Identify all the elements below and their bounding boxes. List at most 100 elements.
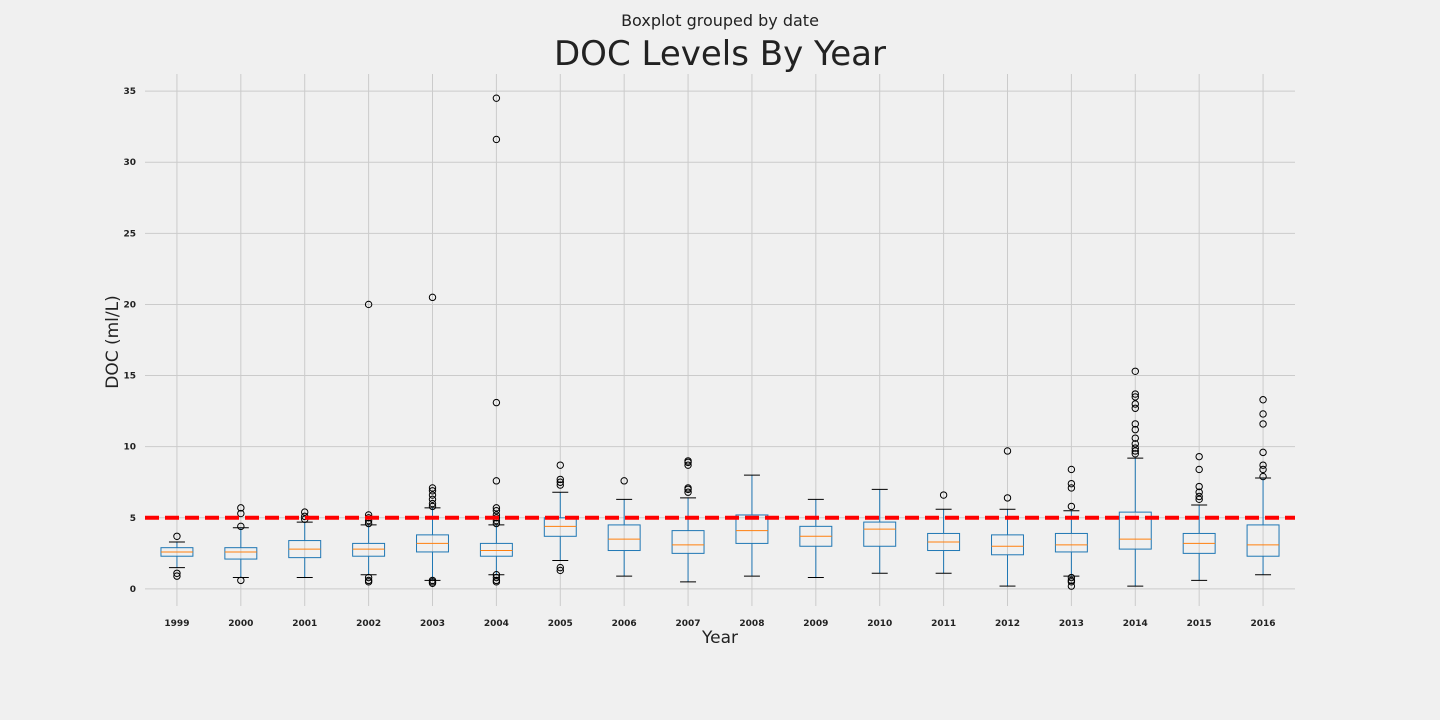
outlier-point — [556, 481, 564, 489]
y-tick-label: 5 — [130, 514, 136, 524]
x-tick-label: 2011 — [931, 619, 956, 629]
outlier-point — [364, 578, 373, 586]
outlier-point — [492, 571, 501, 579]
outlier-point — [1067, 573, 1076, 582]
y-tick-label: 20 — [123, 300, 136, 310]
outlier-point — [1195, 495, 1203, 504]
outlier-point — [364, 300, 373, 309]
outlier-point — [1067, 484, 1076, 492]
outlier-point — [556, 566, 564, 575]
x-tick-label: 2010 — [867, 619, 892, 629]
boxes — [160, 94, 1280, 590]
iqr-box — [479, 542, 513, 557]
outlier-point — [428, 579, 437, 587]
box-2006 — [607, 477, 641, 577]
outlier-point — [1131, 420, 1139, 428]
outlier-point — [1003, 447, 1012, 455]
box-2000 — [224, 504, 258, 585]
x-axis-label: Year — [701, 628, 738, 648]
box-2015 — [1182, 452, 1216, 581]
outlier-point — [1259, 448, 1267, 457]
y-tick-label: 35 — [123, 87, 136, 97]
outlier-point — [1195, 482, 1203, 491]
y-tick-label: 25 — [123, 229, 136, 239]
box-2008 — [735, 474, 769, 577]
x-tick-label: 1999 — [164, 619, 189, 629]
x-tick-label: 2016 — [1251, 619, 1276, 629]
outlier-point — [1131, 447, 1139, 455]
outlier-point — [1067, 479, 1076, 488]
y-tick-label: 10 — [123, 443, 136, 453]
x-tick-label: 2004 — [484, 619, 509, 629]
box-2005 — [543, 461, 577, 575]
x-tick-label: 2014 — [1123, 619, 1148, 629]
outlier-point — [428, 491, 437, 499]
outlier-point — [556, 461, 564, 469]
outlier-point — [364, 573, 373, 582]
outlier-point — [1067, 578, 1076, 586]
outlier-point — [1131, 390, 1139, 398]
iqr-box — [607, 524, 641, 552]
iqr-box — [735, 514, 769, 544]
x-tick-label: 2009 — [803, 619, 828, 629]
outlier-point — [428, 499, 437, 508]
box-2013 — [1054, 465, 1088, 590]
iqr-box — [1118, 511, 1152, 550]
box-2009 — [799, 498, 833, 579]
outlier-point — [1259, 461, 1267, 469]
outlier-point — [684, 484, 692, 492]
outlier-point — [556, 478, 564, 486]
box-2010 — [863, 488, 897, 574]
iqr-box — [1054, 532, 1088, 553]
outlier-point — [237, 504, 245, 512]
outlier-point — [428, 293, 437, 302]
outlier-point — [556, 563, 564, 572]
outlier-point — [1067, 465, 1076, 474]
chart-suptitle: Boxplot grouped by date — [621, 11, 819, 30]
outlier-point — [173, 569, 181, 577]
outlier-point — [428, 502, 437, 511]
outlier-point — [1131, 367, 1139, 375]
box-2014 — [1118, 367, 1152, 587]
outlier-point — [492, 506, 501, 515]
y-tick-label: 15 — [123, 372, 136, 382]
outlier-point — [1131, 450, 1139, 458]
outlier-point — [1131, 434, 1139, 442]
outlier-point — [1067, 502, 1076, 511]
box-2003 — [416, 293, 449, 587]
box-2016 — [1246, 396, 1280, 576]
x-axis-ticks: 1999 2000 2001 2002 2003 2004 2005 2006 2007 2008… — [164, 619, 1275, 629]
iqr-box — [224, 547, 258, 560]
x-tick-label: 2005 — [548, 619, 573, 629]
x-tick-label: 2000 — [228, 619, 253, 629]
outlier-point — [492, 135, 501, 144]
outlier-point — [301, 508, 309, 516]
iqr-box — [991, 534, 1024, 556]
outlier-point — [173, 572, 181, 580]
x-tick-label: 2012 — [995, 619, 1020, 629]
outlier-point — [237, 509, 245, 518]
box-2011 — [927, 491, 961, 574]
y-tick-label: 30 — [123, 158, 136, 168]
outlier-point — [428, 484, 437, 492]
outlier-point — [684, 488, 692, 496]
outlier-point — [237, 522, 245, 531]
box-2002 — [352, 300, 386, 586]
outlier-point — [428, 495, 437, 504]
outlier-point — [1259, 420, 1267, 428]
y-axis-ticks: 0 5 10 15 20 25 30 35 — [123, 87, 136, 595]
iqr-box — [1246, 524, 1280, 557]
outlier-point — [1259, 410, 1267, 418]
outlier-point — [492, 578, 501, 586]
outlier-point — [1259, 396, 1267, 404]
outlier-point — [364, 519, 373, 528]
outlier-point — [1131, 393, 1139, 401]
iqr-box — [543, 517, 577, 537]
outlier-point — [492, 504, 501, 512]
outlier-point — [1259, 465, 1267, 474]
iqr-box — [863, 521, 897, 547]
x-tick-label: 2013 — [1059, 619, 1084, 629]
outlier-point — [1131, 404, 1139, 412]
outlier-point — [620, 477, 628, 485]
